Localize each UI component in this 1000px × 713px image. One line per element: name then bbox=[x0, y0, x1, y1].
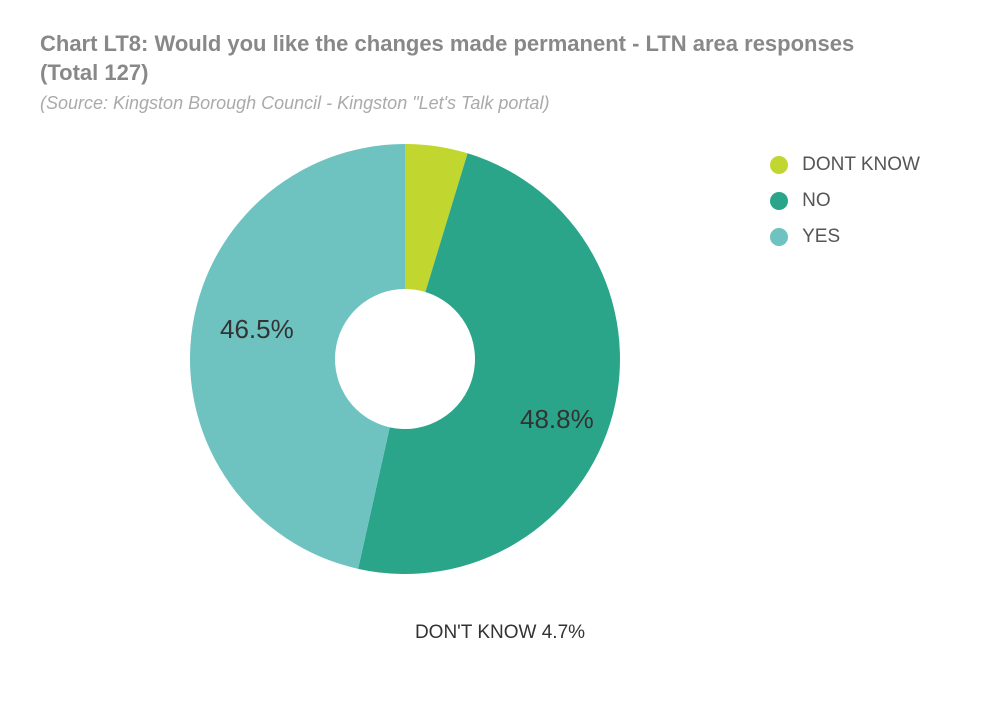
title-line-1: Chart LT8: Would you like the changes ma… bbox=[40, 31, 854, 56]
slice-label-yes: 46.5% bbox=[220, 314, 294, 345]
legend-swatch-yes bbox=[770, 228, 788, 246]
bottom-caption: DON'T KNOW 4.7% bbox=[40, 622, 960, 644]
chart-title: Chart LT8: Would you like the changes ma… bbox=[40, 30, 960, 87]
donut-chart bbox=[190, 144, 620, 574]
legend-label-yes: YES bbox=[802, 226, 840, 248]
legend-item-dont_know: DONT KNOW bbox=[770, 154, 920, 176]
legend-label-no: NO bbox=[802, 190, 831, 212]
chart-source: (Source: Kingston Borough Council - King… bbox=[40, 93, 960, 114]
chart-area: DONT KNOW NO YES 48.8% 46.5% DON'T KNOW 4.7… bbox=[40, 124, 960, 684]
legend-item-no: NO bbox=[770, 190, 920, 212]
donut-svg bbox=[190, 144, 620, 574]
legend-swatch-dont_know bbox=[770, 156, 788, 174]
slice-label-no: 48.8% bbox=[520, 404, 594, 435]
chart-container: Chart LT8: Would you like the changes ma… bbox=[0, 0, 1000, 713]
legend: DONT KNOW NO YES bbox=[770, 154, 920, 262]
legend-label-dont_know: DONT KNOW bbox=[802, 154, 920, 176]
legend-swatch-no bbox=[770, 192, 788, 210]
title-line-2: (Total 127) bbox=[40, 60, 148, 85]
legend-item-yes: YES bbox=[770, 226, 920, 248]
